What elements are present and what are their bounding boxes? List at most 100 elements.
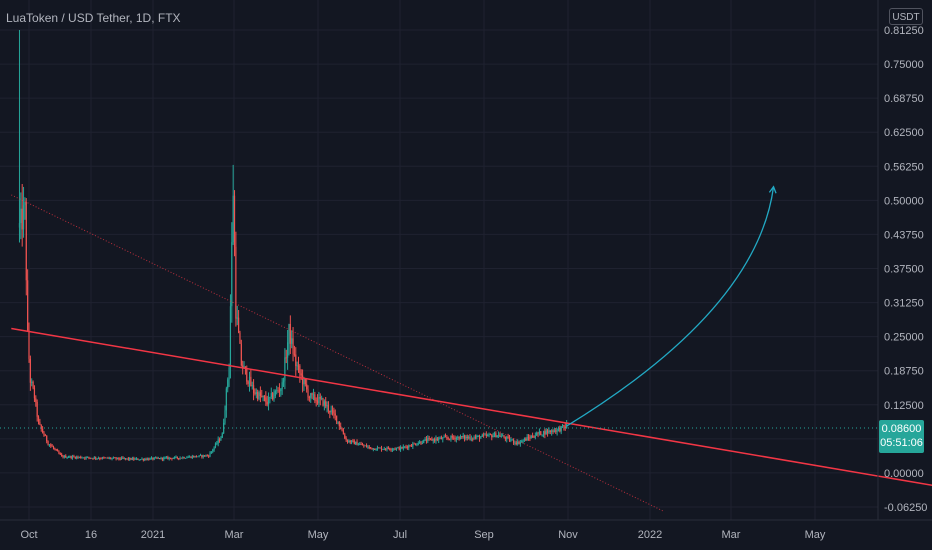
- candle-body: [557, 427, 560, 429]
- candle-body: [99, 458, 101, 460]
- currency-unit-button[interactable]: USDT: [889, 8, 923, 25]
- candle-body: [431, 438, 433, 441]
- time-axis[interactable]: Oct 16 2021 Mar May Jul Sep Nov 2022 Mar May: [20, 529, 825, 541]
- candle-body: [227, 379, 229, 389]
- trendline-dotted[interactable]: [11, 194, 664, 512]
- candle-body: [296, 365, 298, 367]
- candle-body: [112, 457, 114, 459]
- candle-body: [24, 202, 26, 206]
- last-price-badge: 0.08600 05:51:06: [879, 420, 924, 453]
- candle-body: [514, 442, 516, 444]
- candle-body: [521, 440, 523, 442]
- projection-curve[interactable]: [566, 186, 775, 427]
- candle-body: [76, 456, 78, 459]
- candle-body: [208, 455, 210, 457]
- candle-body: [330, 410, 332, 413]
- candle-body: [432, 439, 434, 441]
- candle-body: [360, 444, 362, 446]
- candle-body: [212, 449, 214, 452]
- candle-body: [246, 368, 248, 382]
- candle-body: [203, 455, 206, 457]
- candle-body: [371, 447, 373, 450]
- candle-body: [278, 390, 281, 392]
- candle-body: [33, 388, 36, 399]
- candle-body: [495, 433, 497, 438]
- candle-body: [522, 440, 524, 442]
- candle-body: [552, 430, 554, 433]
- candle-body: [404, 446, 406, 448]
- candle-body: [216, 443, 218, 445]
- candle-body: [122, 457, 124, 459]
- candle-body: [420, 441, 422, 444]
- candle-body: [500, 436, 502, 438]
- trendline-solid[interactable]: [11, 327, 932, 487]
- candle-body: [217, 439, 219, 444]
- candle-body: [138, 459, 140, 461]
- candle-body: [306, 384, 308, 390]
- candle-body: [536, 432, 538, 436]
- candle-body: [315, 400, 317, 402]
- candle-body: [563, 425, 565, 427]
- candle-body: [43, 432, 45, 436]
- candle-body: [96, 458, 98, 460]
- candle-body: [476, 436, 478, 438]
- candle-body: [157, 458, 159, 459]
- candle-body: [167, 457, 169, 459]
- candle-body: [463, 435, 466, 439]
- candle-body: [504, 437, 506, 440]
- candle-body: [551, 430, 553, 432]
- time-tick-label: Nov: [558, 529, 578, 541]
- candle-body: [156, 457, 158, 459]
- candle-body: [63, 455, 65, 458]
- candle-body: [478, 435, 481, 439]
- candle-body: [44, 435, 46, 437]
- candle-body: [394, 448, 396, 450]
- candle-body: [370, 447, 372, 448]
- candle-body: [322, 398, 324, 406]
- candle-body: [291, 338, 293, 344]
- candle-body: [199, 455, 202, 456]
- candle-body: [331, 410, 334, 412]
- candle-body: [119, 458, 121, 460]
- candle-body: [51, 445, 53, 447]
- candle-body: [473, 437, 475, 439]
- candle-body: [308, 397, 310, 399]
- candle-body: [481, 434, 483, 437]
- candle-body: [533, 437, 535, 438]
- candle-body: [235, 246, 237, 319]
- candle-body: [399, 447, 402, 450]
- candle-body: [129, 458, 131, 460]
- candle-body: [259, 392, 261, 396]
- candle-body: [213, 447, 215, 450]
- candle-body: [206, 455, 208, 457]
- candle-body: [365, 445, 368, 448]
- candle-body: [450, 435, 452, 440]
- candle-body: [21, 208, 23, 230]
- candle-body: [71, 456, 74, 459]
- candle-body: [446, 437, 448, 439]
- candle-body: [125, 458, 127, 460]
- candle-body: [70, 456, 72, 459]
- candle-body: [257, 392, 259, 399]
- candle-body: [421, 443, 423, 444]
- candle-body: [383, 448, 385, 450]
- candle-body: [484, 434, 486, 436]
- candle-body: [229, 306, 232, 368]
- candle-body: [379, 447, 381, 449]
- candle-body: [280, 388, 282, 392]
- candle-body: [393, 448, 395, 450]
- candle-body: [135, 458, 138, 460]
- candle-body: [74, 456, 76, 459]
- candle-body: [267, 397, 270, 405]
- candle-body: [408, 445, 410, 448]
- candle-body: [52, 446, 55, 449]
- candle-body: [454, 437, 456, 440]
- candle-body: [468, 437, 470, 438]
- candle-body: [255, 392, 257, 395]
- candle-body: [274, 391, 276, 397]
- candle-body: [32, 381, 34, 389]
- candle-body: [412, 443, 414, 447]
- candle-body: [202, 455, 204, 457]
- projection-arrow: [566, 185, 777, 427]
